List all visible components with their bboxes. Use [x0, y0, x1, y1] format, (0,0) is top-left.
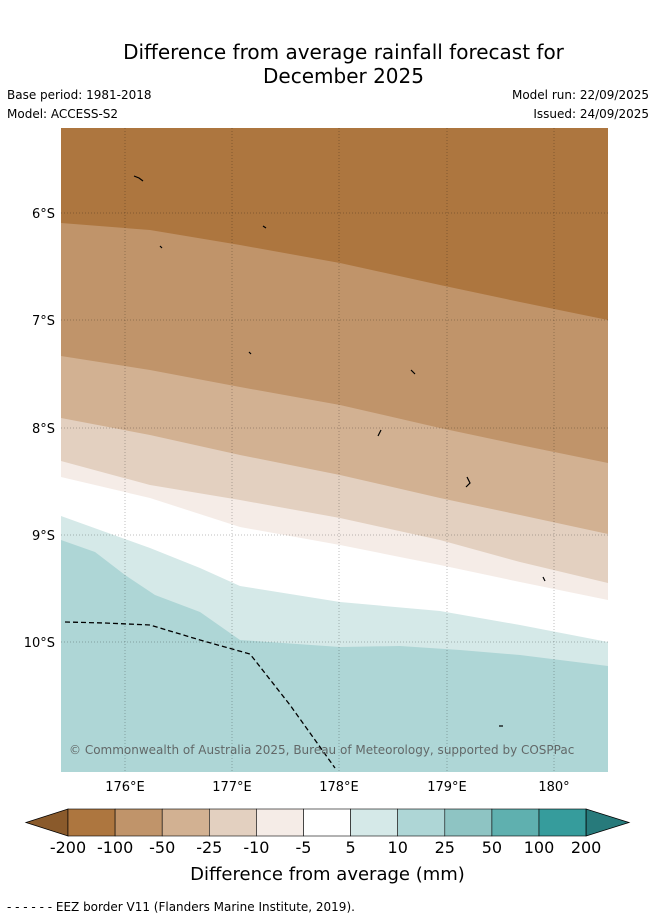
colorbar-tick-label: -25: [196, 838, 222, 857]
colorbar-ticks: -200 -100 -50 -25 -10 -5 5 10 25 50 100 200: [50, 838, 602, 857]
colorbar: [24, 808, 631, 837]
colorbar-tick-label: -10: [243, 838, 269, 857]
map-title: Difference from average rainfall forecas…: [0, 40, 655, 88]
colorbar-segment: [114, 808, 163, 837]
colorbar-segment: [491, 808, 540, 837]
band-plus-10: [61, 540, 608, 772]
latitude-axis: 6°S 7°S 8°S 9°S 10°S: [24, 207, 55, 651]
lon-label-179e: 179°E: [427, 780, 467, 795]
lat-label-7s: 7°S: [32, 314, 55, 329]
lat-label-8s: 8°S: [32, 422, 55, 437]
colorbar-tick-label: 5: [346, 838, 356, 857]
lon-label-178e: 178°E: [319, 780, 359, 795]
map-area: Nanumea © Commonwealth of Australia 2025…: [61, 128, 608, 772]
colorbar-label: Difference from average (mm): [190, 864, 465, 885]
lon-label-180: 180°: [538, 780, 569, 795]
title-line-1: Difference from average rainfall forecas…: [123, 40, 564, 64]
colorbar-segment: [350, 808, 399, 837]
colorbar-extend-high: [585, 808, 631, 837]
colorbar-segment: [538, 808, 587, 837]
colorbar-segment: [161, 808, 210, 837]
colorbar-tick-label: 25: [435, 838, 455, 857]
colorbar-tick-label: 50: [482, 838, 502, 857]
colorbar-tick-label: -5: [296, 838, 312, 857]
colorbar-tick-label: -50: [149, 838, 175, 857]
colorbar-segment: [209, 808, 257, 837]
colorbar-segment: [256, 808, 304, 837]
lat-label-10s: 10°S: [24, 636, 55, 651]
colorbar-segment: [397, 808, 446, 837]
eez-border: [64, 621, 336, 769]
colorbar-tick-label: 10: [388, 838, 408, 857]
lon-label-176e: 176°E: [105, 780, 145, 795]
lat-label-6s: 6°S: [32, 207, 55, 222]
base-period: Base period: 1981-2018: [7, 88, 152, 102]
lon-label-177e: 177°E: [212, 780, 252, 795]
lat-label-9s: 9°S: [32, 529, 55, 544]
colorbar-extend-low: [24, 808, 69, 837]
gridlines: [61, 128, 608, 772]
colorbar-tick-label: 100: [524, 838, 555, 857]
issued-date: Issued: 24/09/2025: [533, 107, 649, 121]
colorbar-segment: [444, 808, 493, 837]
colorbar-tick-label: 200: [571, 838, 602, 857]
eez-legend: - - - - - - EEZ border V11 (Flanders Mar…: [7, 900, 355, 914]
colorbar-tick-label: -100: [97, 838, 133, 857]
colorbar-segment: [303, 808, 351, 837]
model-name: Model: ACCESS-S2: [7, 107, 119, 121]
colorbar-segment: [67, 808, 116, 837]
island-shapes: [133, 175, 546, 727]
copyright-text: © Commonwealth of Australia 2025, Bureau…: [69, 743, 574, 757]
colorbar-tick-label: -200: [50, 838, 86, 857]
longitude-axis: 176°E 177°E 178°E 179°E 180°: [105, 780, 569, 795]
model-run: Model run: 22/09/2025: [511, 88, 649, 102]
title-line-2: December 2025: [263, 64, 424, 88]
